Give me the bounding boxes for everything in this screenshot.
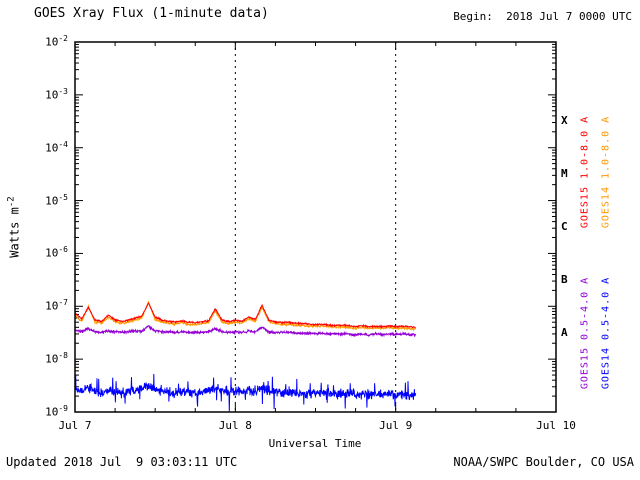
y-tick-label: 10-7 (45, 298, 68, 313)
series-label: GOES14 1.0-8.0 A (600, 115, 612, 229)
y-axis-label: Watts m-2 (6, 196, 22, 258)
series-label: GOES15 1.0-8.0 A (579, 115, 591, 229)
x-tick-label: Jul 7 (58, 419, 92, 432)
series-label: GOES14 0.5-4.0 A (600, 276, 612, 390)
flux-class-letter: C (561, 220, 568, 233)
flux-class-letter: A (561, 325, 568, 339)
y-tick-label: 10-5 (45, 192, 68, 208)
x-axis-label: Universal Time (268, 437, 362, 450)
y-tick-label: 10-3 (45, 86, 68, 102)
footer-source: NOAA/SWPC Boulder, CO USA (453, 455, 634, 469)
flux-class-letter: M (561, 167, 568, 181)
flux-class-letter: X (561, 114, 568, 128)
flux-class-letter: B (561, 272, 568, 286)
page-title: GOES Xray Flux (1-minute data) (34, 6, 269, 21)
footer-updated: Updated 2018 Jul 9 03:03:11 UTC (6, 455, 238, 469)
x-tick-label: Jul 9 (379, 419, 413, 432)
series-label: GOES15 0.5-4.0 A (579, 276, 591, 390)
y-tick-label: 10-6 (45, 245, 68, 261)
x-tick-label: Jul 8 (218, 419, 252, 432)
y-tick-label: 10-8 (45, 351, 68, 366)
x-tick-label: Jul 10 (536, 419, 576, 432)
begin-label: Begin: 2018 Jul 7 0000 UTC (453, 10, 632, 23)
y-tick-label: 10-4 (45, 139, 68, 155)
y-tick-label: 10-9 (45, 404, 68, 419)
y-tick-label: 10-2 (45, 34, 68, 49)
